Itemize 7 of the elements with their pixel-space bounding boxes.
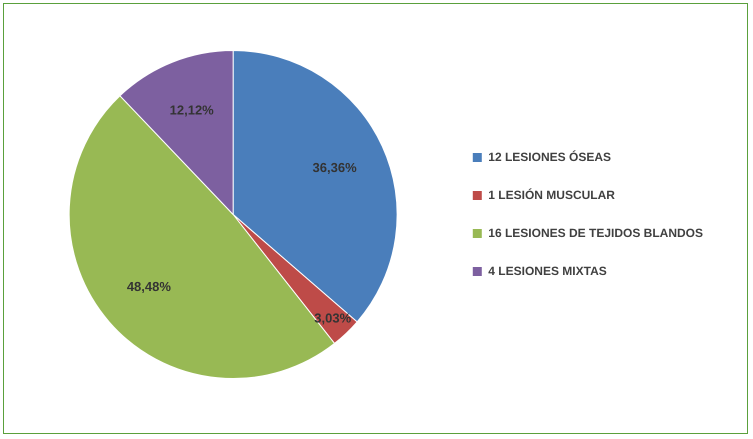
data-label: 48,48% (126, 279, 172, 294)
data-label: 12,12% (170, 102, 214, 118)
legend-label: 16 LESIONES DE TEJIDOS BLANDOS (488, 226, 704, 240)
legend-label: 1 LESIÓN MUSCULAR (488, 188, 616, 202)
data-label: 36,36% (312, 160, 358, 175)
legend-label: 4 LESIONES MIXTAS (488, 264, 607, 278)
legend-label: 12 LESIONES ÓSEAS (488, 150, 612, 164)
